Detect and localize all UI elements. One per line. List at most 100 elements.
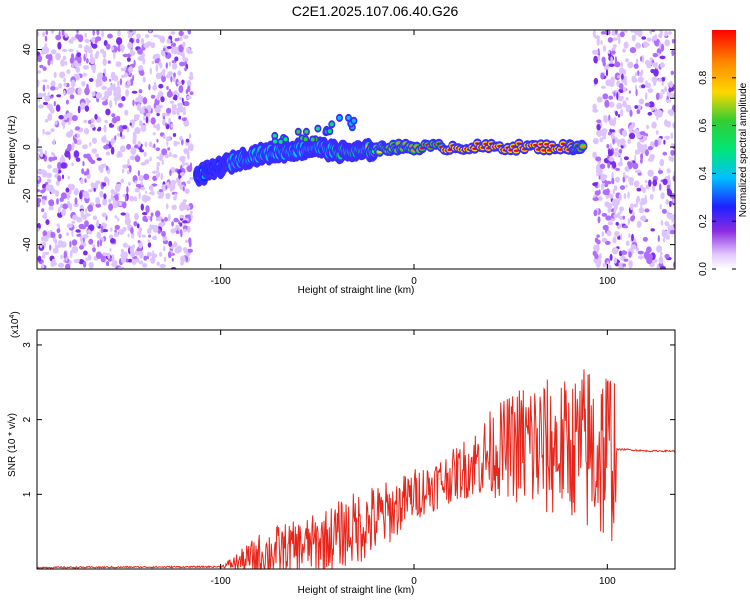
noise-speck bbox=[183, 107, 186, 113]
noise-speck bbox=[159, 252, 163, 257]
noise-speck bbox=[620, 108, 624, 117]
noise-speck bbox=[620, 144, 624, 149]
noise-speck bbox=[658, 33, 663, 39]
noise-speck bbox=[633, 63, 639, 69]
noise-speck bbox=[637, 104, 641, 111]
noise-speck bbox=[53, 72, 57, 78]
colorbar-tick-label: 0.2 bbox=[698, 214, 709, 228]
noise-speck bbox=[622, 86, 627, 93]
noise-speck bbox=[615, 221, 619, 226]
noise-speck bbox=[68, 48, 74, 53]
noise-speck bbox=[75, 126, 80, 131]
noise-speck bbox=[63, 114, 68, 120]
noise-speck bbox=[66, 69, 71, 74]
noise-speck bbox=[55, 180, 60, 186]
noise-speck bbox=[659, 55, 666, 60]
noise-speck bbox=[71, 115, 78, 122]
noise-speck bbox=[92, 215, 98, 220]
noise-speck bbox=[130, 227, 134, 234]
noise-speck bbox=[126, 127, 130, 133]
noise-speck bbox=[152, 250, 155, 256]
noise-speck bbox=[623, 258, 629, 262]
noise-speck bbox=[640, 215, 647, 222]
noise-speck bbox=[600, 31, 606, 35]
noise-speck bbox=[56, 167, 59, 175]
noise-speck bbox=[37, 197, 42, 204]
noise-speck bbox=[150, 42, 156, 49]
noise-speck bbox=[125, 89, 129, 97]
noise-speck bbox=[179, 61, 185, 67]
noise-speck bbox=[103, 124, 107, 133]
noise-speck bbox=[74, 134, 77, 138]
noise-speck bbox=[613, 257, 618, 264]
noise-speck bbox=[667, 224, 671, 230]
noise-speck bbox=[645, 80, 648, 87]
noise-speck bbox=[50, 30, 55, 34]
noise-speck bbox=[140, 203, 144, 211]
noise-speck bbox=[167, 147, 171, 151]
noise-speck bbox=[126, 186, 129, 194]
noise-speck bbox=[41, 208, 45, 213]
noise-speck bbox=[166, 86, 169, 90]
noise-speck bbox=[71, 246, 79, 254]
noise-speck bbox=[652, 185, 655, 192]
noise-speck bbox=[646, 256, 653, 265]
noise-speck bbox=[130, 147, 137, 155]
noise-speck bbox=[46, 84, 50, 90]
noise-speck bbox=[171, 47, 174, 54]
noise-speck bbox=[644, 180, 648, 184]
noise-speck bbox=[138, 94, 142, 99]
noise-speck bbox=[78, 44, 83, 49]
noise-speck bbox=[137, 240, 141, 244]
noise-speck bbox=[133, 30, 137, 35]
noise-speck bbox=[66, 223, 73, 229]
spectrogram-y-ticks: -40 -20 0 20 40 bbox=[22, 44, 675, 252]
noise-speck bbox=[649, 193, 654, 200]
noise-speck bbox=[126, 80, 131, 86]
noise-speck bbox=[109, 100, 113, 109]
noise-speck bbox=[65, 187, 70, 193]
noise-speck bbox=[122, 242, 128, 248]
noise-speck bbox=[156, 94, 160, 101]
branch-core bbox=[278, 139, 283, 144]
noise-speck bbox=[188, 133, 192, 139]
noise-speck bbox=[639, 131, 646, 136]
noise-speck bbox=[592, 103, 597, 111]
noise-speck bbox=[41, 254, 46, 259]
noise-speck bbox=[81, 81, 86, 87]
noise-speck bbox=[51, 262, 58, 266]
noise-speck bbox=[604, 237, 607, 243]
noise-speck bbox=[117, 30, 121, 37]
noise-speck bbox=[608, 63, 615, 67]
noise-speck bbox=[137, 170, 140, 177]
noise-speck bbox=[72, 214, 78, 221]
colorbar-tick-label: 0.0 bbox=[698, 262, 709, 276]
noise-speck bbox=[168, 61, 172, 67]
noise-speck bbox=[618, 194, 622, 201]
noise-speck bbox=[114, 194, 119, 201]
noise-speck bbox=[77, 63, 82, 67]
noise-speck bbox=[99, 167, 104, 173]
noise-speck bbox=[653, 79, 657, 87]
noise-speck bbox=[162, 134, 166, 139]
snr-series-line bbox=[37, 369, 675, 569]
noise-speck bbox=[140, 181, 143, 186]
noise-speck bbox=[82, 260, 87, 268]
noise-speck bbox=[78, 259, 85, 265]
noise-speck bbox=[621, 250, 628, 255]
noise-speck bbox=[619, 209, 622, 215]
noise-speck bbox=[56, 223, 60, 227]
noise-speck bbox=[161, 148, 168, 156]
noise-speck bbox=[600, 183, 605, 191]
noise-speck bbox=[109, 78, 112, 82]
y-tick-label: 3 bbox=[22, 342, 33, 348]
noise-speck bbox=[605, 215, 612, 221]
noise-speck bbox=[622, 48, 626, 53]
x-tick-label: 100 bbox=[599, 576, 616, 587]
noise-speck bbox=[107, 252, 111, 259]
noise-speck bbox=[91, 148, 98, 154]
noise-speck bbox=[661, 208, 667, 214]
noise-speck bbox=[87, 229, 91, 234]
noise-speck bbox=[90, 118, 95, 124]
noise-speck bbox=[57, 240, 63, 248]
